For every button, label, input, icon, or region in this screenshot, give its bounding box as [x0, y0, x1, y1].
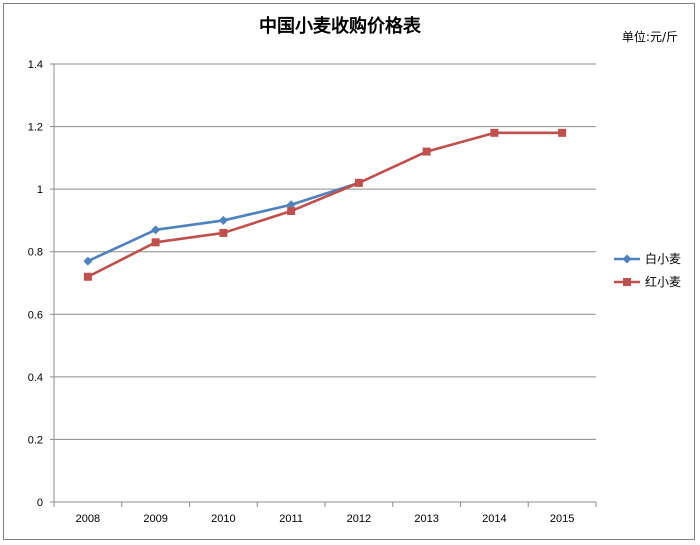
series-line: [87, 131, 563, 278]
chart-title: 中国小麦收购价格表: [259, 15, 422, 37]
x-tick-label: 2012: [347, 513, 371, 525]
series-1: [83, 178, 364, 266]
y-tick-label: 1: [37, 184, 43, 196]
legend-label: 红小麦: [645, 274, 681, 289]
y-tick-label: 1.2: [28, 122, 43, 134]
legend-item: 红小麦: [614, 274, 681, 289]
legend-marker: [622, 254, 632, 264]
y-axis-tick-labels: 0 0.2 0.4 0.6 0.8 1 1.2 1.4: [28, 59, 43, 509]
x-axis-tick-labels: 2008 2009 2010 2011 2012 2013 2014 2015: [76, 513, 575, 525]
data-point: [286, 200, 296, 210]
x-tick-label: 2011: [279, 513, 303, 525]
gridlines: [54, 63, 596, 440]
data-point: [287, 207, 296, 216]
data-point: [219, 228, 228, 237]
data-point: [218, 215, 228, 225]
series-lines: [83, 128, 567, 281]
x-tick-label: 2015: [550, 513, 574, 525]
y-tick-label: 0.2: [28, 434, 43, 446]
data-point: [151, 225, 161, 235]
x-tick-label: 2014: [482, 513, 506, 525]
x-tick-label: 2013: [414, 513, 438, 525]
data-point: [354, 178, 363, 187]
legend-item: 白小麦: [614, 251, 681, 266]
data-point: [83, 272, 92, 281]
x-tick-label: 2010: [211, 513, 235, 525]
y-tick-label: 0: [37, 497, 43, 509]
series-2: [83, 128, 567, 281]
data-point: [422, 147, 431, 156]
y-tick-label: 1.4: [28, 59, 43, 71]
chart-frame: [3, 3, 695, 540]
x-tick-label: 2009: [143, 513, 167, 525]
legend-label: 白小麦: [645, 251, 681, 266]
y-tick-label: 0.6: [28, 309, 43, 321]
y-tick-label: 0.8: [28, 247, 43, 259]
unit-label: 单位:元/斤: [622, 29, 678, 44]
data-point: [83, 256, 93, 266]
x-tick-label: 2008: [76, 513, 100, 525]
data-point: [151, 238, 160, 247]
data-point: [490, 128, 499, 137]
axes: [50, 63, 597, 507]
legend-marker: [623, 278, 631, 286]
y-tick-label: 0.4: [28, 372, 43, 384]
data-point: [558, 128, 567, 137]
